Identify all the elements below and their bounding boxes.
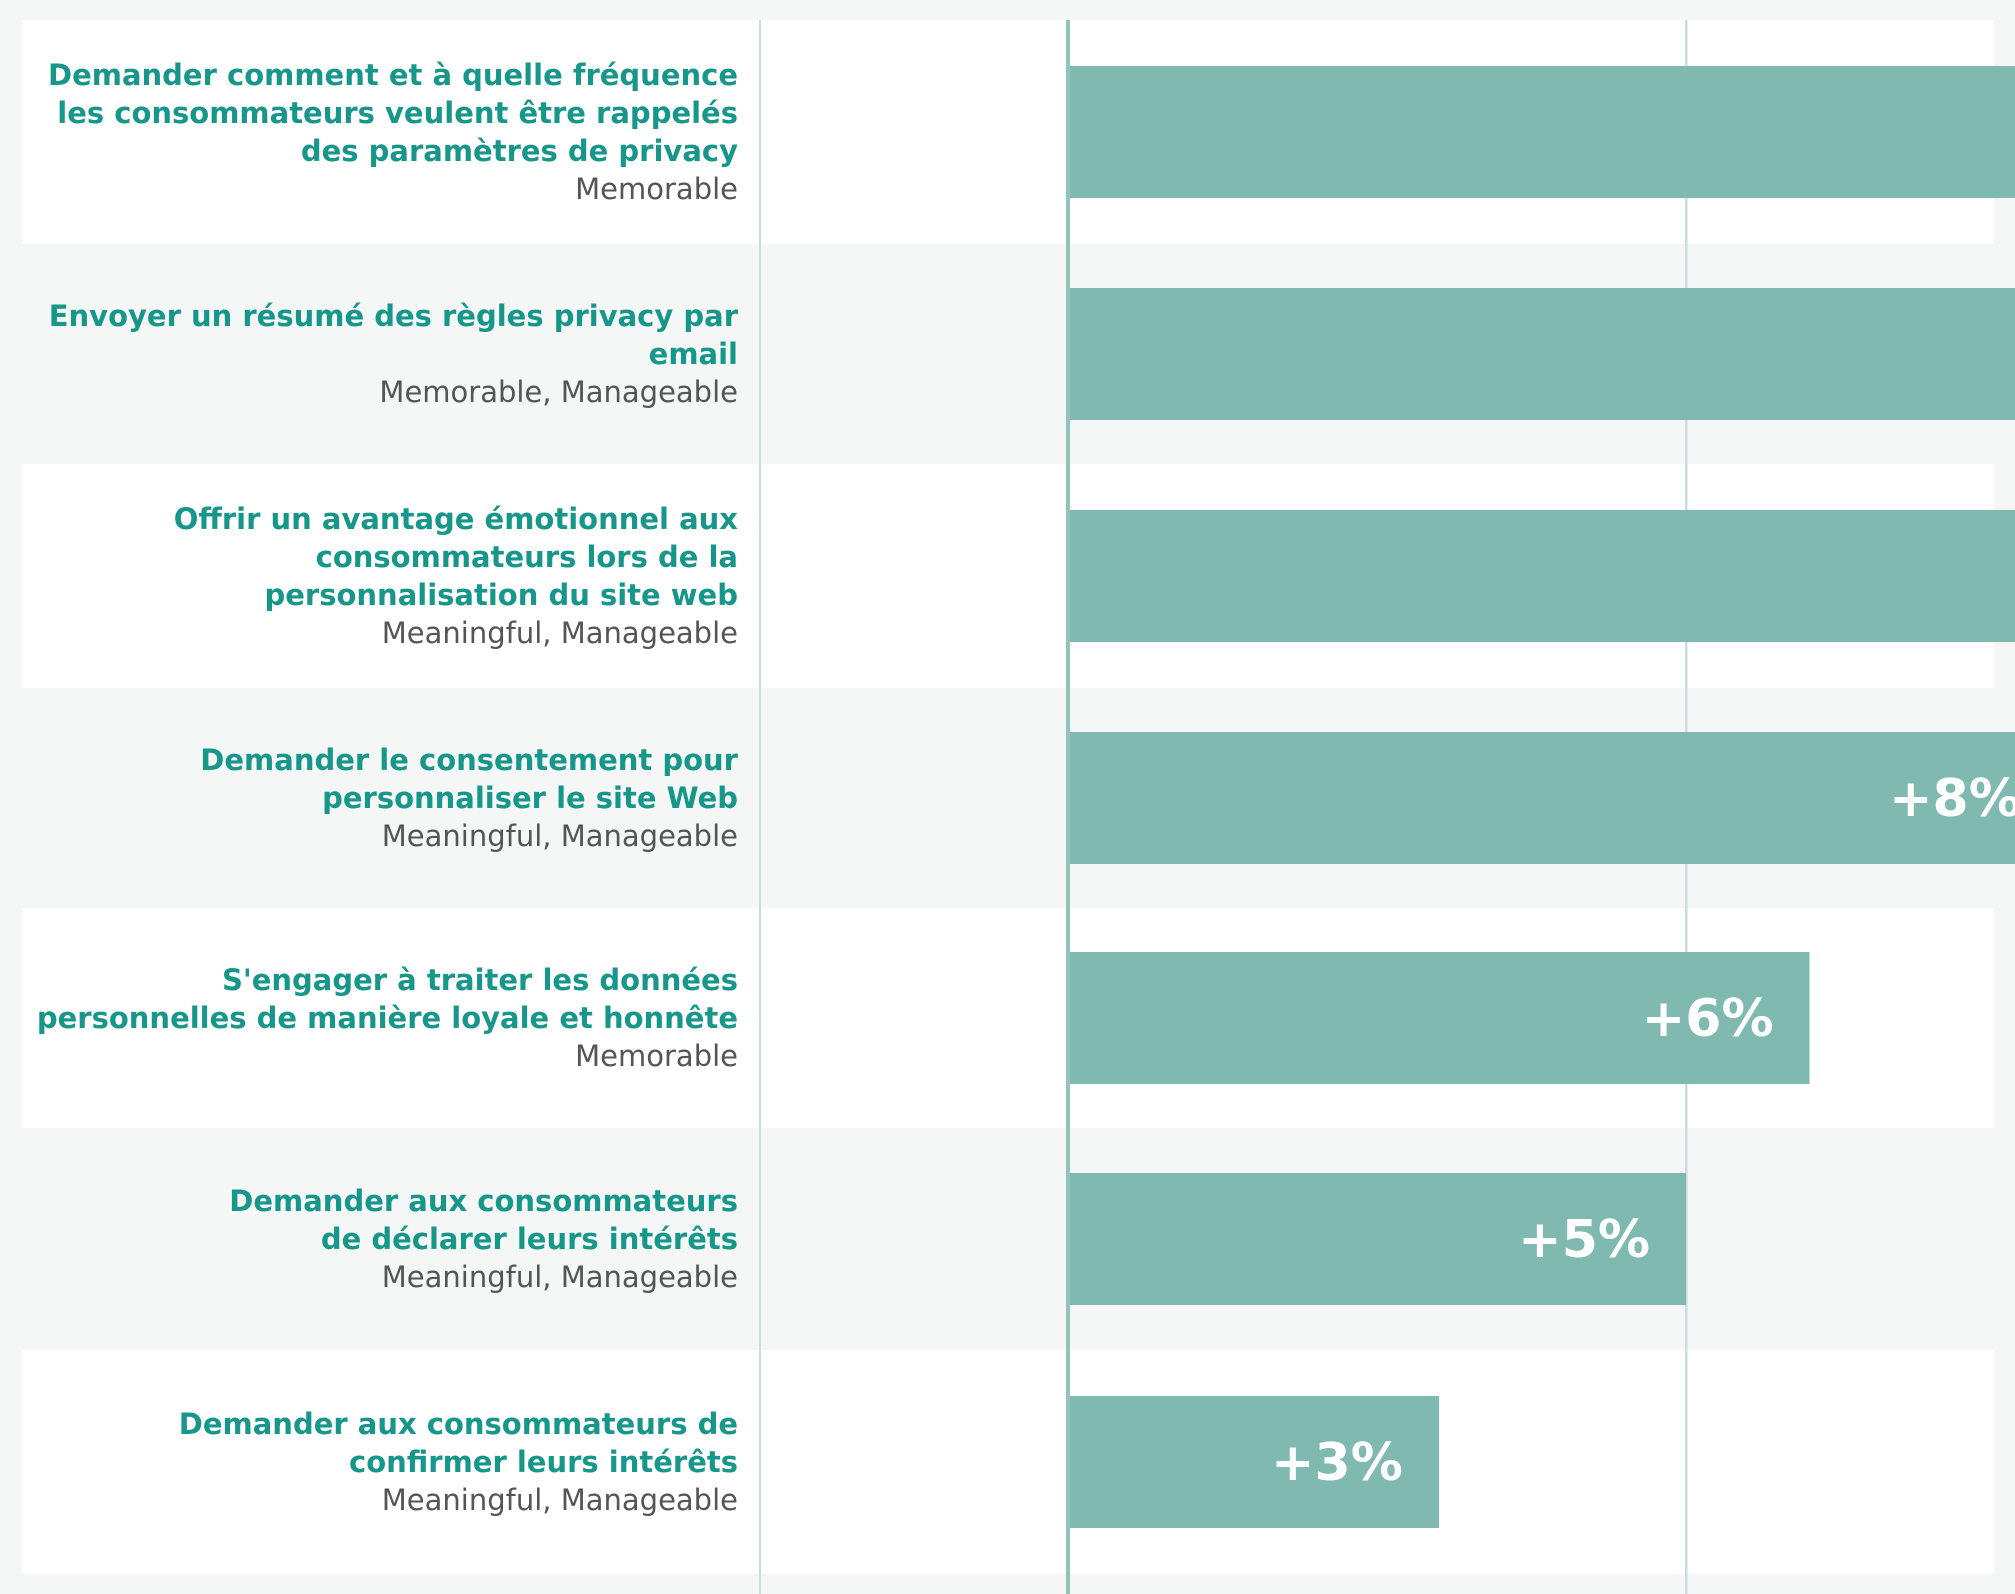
category-label: Demander aux consommateurs de déclarer le… xyxy=(229,1184,738,1294)
category-sublabel: Meaningful, Manageable xyxy=(382,819,738,853)
bar xyxy=(1070,1396,1439,1528)
category-label-text: consommateurs lors de la xyxy=(316,540,738,574)
bar xyxy=(1070,510,2015,642)
category-sublabel: Meaningful, Manageable xyxy=(382,1260,738,1294)
bar-value-label: +6% xyxy=(1642,989,1774,1049)
category-label-text: Demander aux consommateurs de xyxy=(179,1407,738,1441)
bar xyxy=(1070,952,1810,1084)
category-sublabel: Meaningful, Manageable xyxy=(382,1483,738,1517)
row-band xyxy=(22,1350,1994,1574)
category-label-text: Demander comment et à quelle fréquence xyxy=(48,58,738,92)
bar-value-label: +9% xyxy=(2013,325,2015,385)
category-label-text: Envoyer un résumé des règles privacy par xyxy=(49,299,739,333)
bar-value-label: +8% xyxy=(1889,769,2015,829)
bar xyxy=(1070,732,2015,864)
category-label-text: personnelles de manière loyale et honnêt… xyxy=(37,1001,738,1035)
bar xyxy=(1070,1173,1686,1305)
category-label-text: personnalisation du site web xyxy=(264,578,738,612)
bar xyxy=(1070,66,2015,198)
bar-value-label: +5% xyxy=(1518,1210,1650,1270)
category-label-text: des paramètres de privacy xyxy=(301,134,738,168)
bar-value-label: +3% xyxy=(1271,1433,1403,1493)
category-label: Demander le consentement pour personnalis… xyxy=(200,743,738,853)
category-sublabel: Memorable, Manageable xyxy=(379,375,738,409)
category-label-text: confirmer leurs intérêts xyxy=(349,1445,738,1479)
category-sublabel: Memorable xyxy=(575,1039,738,1073)
category-label-text: Offrir un avantage émotionnel aux xyxy=(174,502,739,536)
category-label-text: S'engager à traiter les données xyxy=(222,963,738,997)
category-label-text: les consommateurs veulent être rappelés xyxy=(57,96,738,130)
category-sublabel: Memorable xyxy=(575,172,738,206)
category-label: Envoyer un résumé des règles privacy par… xyxy=(49,299,739,409)
category-label: Offrir un avantage émotionnel aux consomm… xyxy=(174,502,739,650)
category-sublabel: Meaningful, Manageable xyxy=(382,616,738,650)
category-label-text: de déclarer leurs intérêts xyxy=(321,1222,738,1256)
category-label-text: email xyxy=(649,337,738,371)
bar-value-label: +9% xyxy=(2013,547,2015,607)
category-label-text: personnaliser le site Web xyxy=(322,781,738,815)
category-label: Demander comment et à quelle fréquence le… xyxy=(48,58,738,206)
category-label-text: Demander le consentement pour xyxy=(200,743,738,777)
category-label: Demander aux consommateurs de confirmer l… xyxy=(179,1407,738,1517)
category-label-text: Demander aux consommateurs xyxy=(229,1184,738,1218)
bar xyxy=(1070,288,2015,420)
category-label: S'engager à traiter les données personnel… xyxy=(37,963,738,1073)
